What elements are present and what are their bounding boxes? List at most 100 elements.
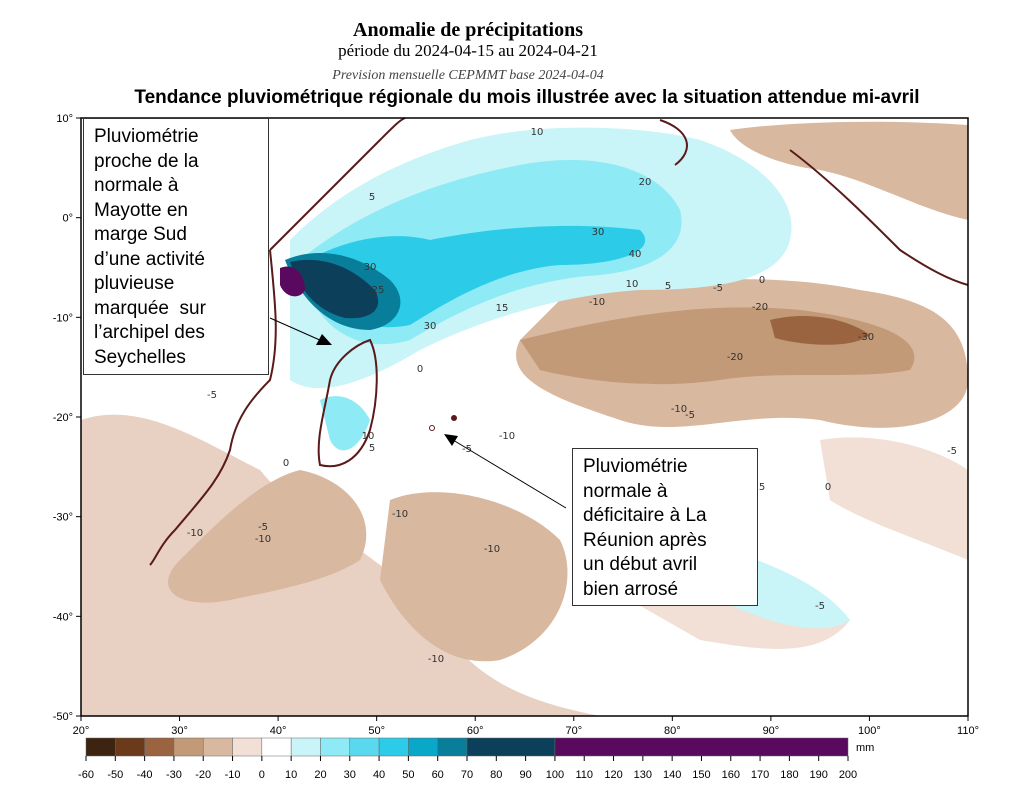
annotation-line: marquée sur [94,297,206,319]
map-field [81,117,969,716]
dry-area [770,315,870,345]
contour-label: -20 [752,302,768,313]
x-tick-label: 30° [171,725,188,737]
colorbar-segment [554,737,849,757]
contour-label: 40 [629,249,642,260]
wet-area [290,259,379,319]
annotation-line: Seychelles [94,346,186,368]
colorbar-tick-label: 180 [780,769,798,781]
y-tick-label: -50° [53,711,73,723]
contour-label: -10 [392,509,408,520]
colorbar-segment [408,737,438,757]
colorbar-tick-label: 70 [461,769,473,781]
coastline [269,117,406,251]
annotation-line: pluvieuse [94,273,175,294]
contour-label: 20 [639,177,652,188]
colorbar-segment [437,737,468,757]
annotation-line: d’une activité [94,248,205,270]
contour-label: 5 [759,482,765,493]
colorbar-tick-label: 0 [259,769,265,781]
map-axes: 20° 30° 40° 50° 60° 70° 80° 90° 100° 110° 10° 0° -10… [53,113,979,737]
annotation-line: Réunion après [583,529,707,551]
contour-label: 30 [364,262,377,273]
coastline [789,149,969,286]
contour-label: 5 [665,281,671,292]
contour-label: -10 [671,404,687,415]
x-tick-label: 110° [957,725,979,737]
x-tick-label: 20° [73,725,90,737]
contour-label: -5 [713,283,723,294]
colorbar-tick-label: 160 [722,769,740,781]
contour-label: -10 [589,297,605,308]
colorbar-tick-label: 110 [575,769,593,781]
y-tick-label: -30° [53,512,73,524]
annotation-line: un début avril [583,554,698,575]
contour-label: 0 [417,364,423,375]
contour-label: -5 [207,390,217,401]
colorbar-segment [202,737,233,757]
coastline [659,119,688,166]
x-tick-label: 70° [565,725,582,737]
contour-label: -5 [258,522,268,533]
annotation-box: Pluviométrie proche de la normale à Mayotte… [83,118,269,375]
annotation-line: Pluviométrie [94,126,199,147]
colorbar-segment [466,737,556,757]
colorbar-tick-label: -20 [195,769,211,781]
colorbar: -60 -50 -40 -30 -20 -10 0 10 20 30 40 50 60 70 80 90 100… [78,737,857,781]
y-tick-label: -20° [53,412,73,424]
colorbar-tick-label: 40 [373,769,385,781]
x-tick-label: 50° [368,725,385,737]
contour-label: 5 [369,192,375,203]
contour-label: 5 [369,443,375,454]
wet-area [320,396,370,451]
arrowhead [316,334,332,345]
contour-label: 10 [362,431,375,442]
contour-label: -10 [428,654,444,665]
annotation-line: déficitaire à La [583,505,707,526]
colorbar-tick-label: 100 [546,769,564,781]
contour-label: 15 [496,303,509,314]
colorbar-tick-label: -60 [78,769,94,781]
contour-label: 30 [592,227,605,238]
title: Anomalie de précipitations [353,19,583,41]
contour-label: -10 [499,431,515,442]
colorbar-tick-label: 190 [810,769,828,781]
colorbar-tick-label: 50 [402,769,414,781]
colorbar-segment [378,737,409,757]
y-tick-label: -40° [53,611,73,623]
colorbar-segment [320,737,351,757]
contour-label: 10 [531,127,544,138]
annotation-line: normale à [583,480,668,502]
y-tick-label: -10° [53,312,73,324]
annotation-line: Mayotte en [94,199,188,221]
colorbar-tick-label: 170 [751,769,769,781]
annotation-line: proche de la [94,150,199,172]
x-tick-label: 80° [664,725,681,737]
contour-label: -20 [727,352,743,363]
colorbar-segment [290,737,321,757]
colorbar-tick-label: 130 [634,769,652,781]
annotation-line: normale à [94,175,179,196]
colorbar-tick-label: 80 [490,769,502,781]
contour-label: -5 [815,601,825,612]
dry-area [820,437,968,560]
contour-label: 10 [626,279,639,290]
colorbar-tick-label: -30 [166,769,182,781]
contour-label: 0 [825,482,831,493]
headline: Tendance pluviométrique régionale du moi… [134,87,919,108]
coastline [149,249,277,566]
colorbar-unit: mm [856,742,874,754]
contour-label: 0 [283,458,289,469]
dry-area [730,121,968,220]
annotation-line: Pluviométrie [583,456,688,477]
x-tick-label: 40° [270,725,287,737]
contour-label: -5 [947,446,957,457]
colorbar-segment [173,737,204,757]
colorbar-tick-label: -40 [137,769,153,781]
colorbar-tick-label: 10 [285,769,297,781]
reunion-island [429,425,435,431]
colorbar-segment [232,737,263,757]
colorbar-segment [349,737,380,757]
colorbar-tick-label: 200 [839,769,857,781]
mauritius-island [451,415,457,421]
